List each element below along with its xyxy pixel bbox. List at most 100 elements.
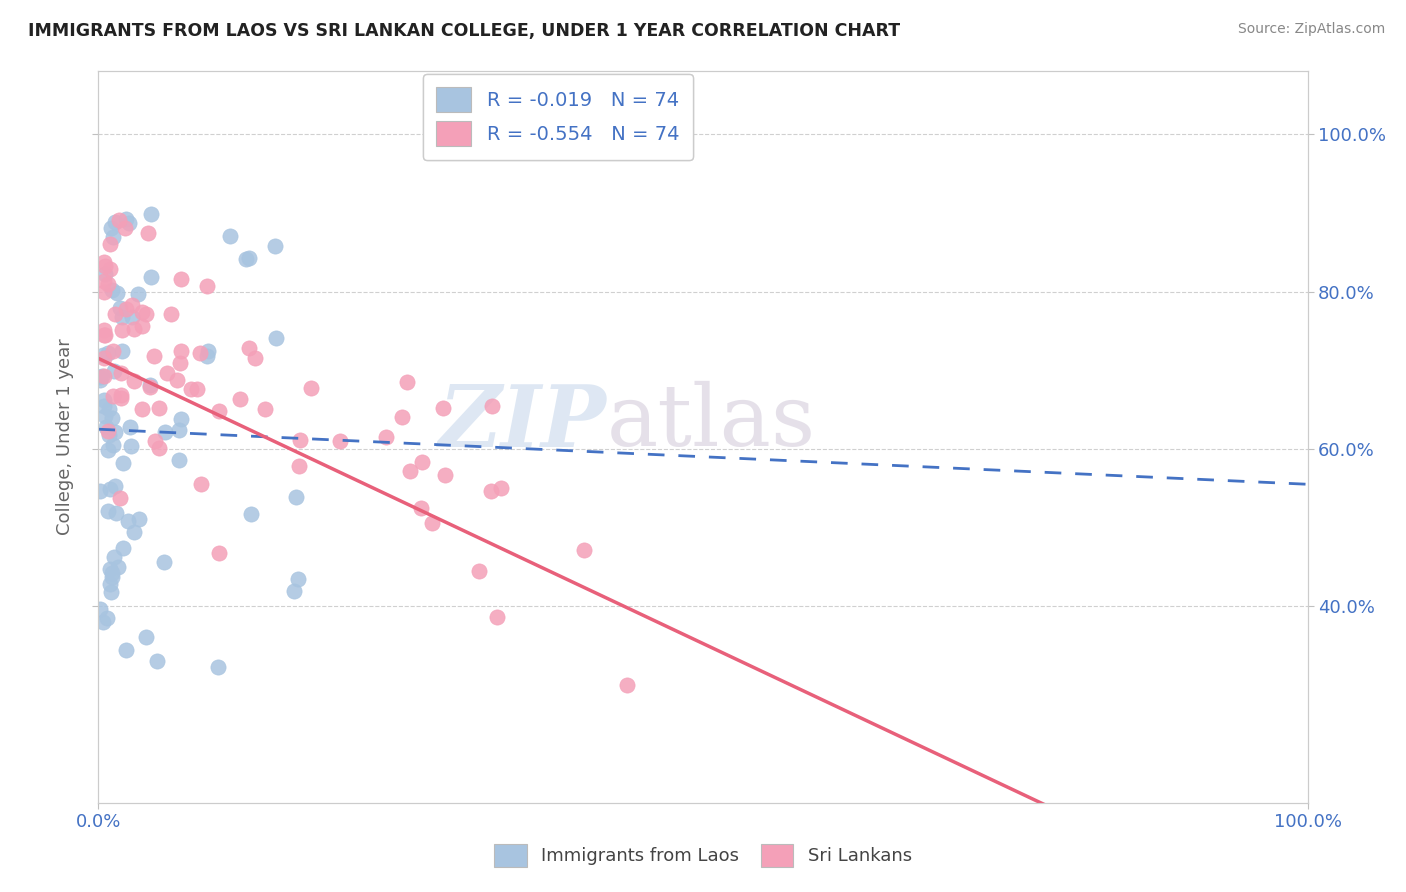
Point bbox=[112, 541, 135, 556]
Point bbox=[197, 343, 219, 358]
Text: ZIP: ZIP bbox=[439, 381, 606, 464]
Point bbox=[93, 285, 115, 299]
Point bbox=[93, 393, 115, 408]
Point bbox=[467, 564, 489, 578]
Point bbox=[94, 267, 117, 281]
Point bbox=[420, 516, 443, 530]
Point bbox=[94, 328, 117, 343]
Point bbox=[101, 229, 124, 244]
Point bbox=[208, 546, 231, 560]
Point bbox=[98, 562, 121, 576]
Point bbox=[243, 351, 266, 365]
Point bbox=[89, 369, 111, 384]
Point bbox=[115, 302, 138, 317]
Point bbox=[229, 392, 252, 406]
Point bbox=[110, 366, 132, 380]
Text: Source: ZipAtlas.com: Source: ZipAtlas.com bbox=[1237, 22, 1385, 37]
Point bbox=[375, 430, 398, 444]
Point bbox=[120, 420, 142, 434]
Point bbox=[93, 351, 115, 366]
Point bbox=[264, 239, 287, 253]
Point bbox=[115, 212, 138, 227]
Point bbox=[167, 424, 190, 438]
Point bbox=[89, 601, 111, 615]
Point bbox=[115, 643, 138, 657]
Y-axis label: College, Under 1 year: College, Under 1 year bbox=[56, 339, 75, 535]
Point bbox=[90, 368, 112, 383]
Point bbox=[103, 549, 125, 564]
Point bbox=[188, 346, 211, 360]
Point bbox=[288, 459, 311, 474]
Point bbox=[98, 237, 121, 252]
Point bbox=[167, 452, 190, 467]
Point bbox=[287, 572, 309, 586]
Point bbox=[122, 525, 145, 540]
Point bbox=[240, 507, 263, 521]
Point bbox=[481, 399, 503, 413]
Point bbox=[127, 287, 149, 301]
Point bbox=[96, 611, 118, 625]
Point bbox=[121, 310, 143, 325]
Point bbox=[97, 401, 120, 416]
Point bbox=[195, 279, 218, 293]
Point bbox=[186, 382, 208, 396]
Point bbox=[148, 441, 170, 455]
Point bbox=[101, 438, 124, 452]
Point bbox=[103, 425, 125, 439]
Point bbox=[97, 277, 120, 291]
Point bbox=[98, 482, 121, 496]
Point bbox=[485, 609, 508, 624]
Point bbox=[93, 323, 115, 337]
Point bbox=[100, 411, 122, 425]
Point bbox=[135, 630, 157, 644]
Point bbox=[284, 490, 307, 504]
Point bbox=[110, 392, 132, 406]
Point bbox=[138, 226, 160, 240]
Point bbox=[97, 346, 120, 360]
Point bbox=[399, 464, 422, 478]
Point bbox=[100, 585, 122, 599]
Point bbox=[143, 349, 166, 363]
Point bbox=[139, 380, 162, 394]
Point bbox=[160, 306, 183, 320]
Point bbox=[110, 491, 132, 505]
Point bbox=[170, 272, 193, 286]
Point bbox=[107, 560, 129, 574]
Point bbox=[121, 297, 143, 311]
Point bbox=[266, 331, 288, 345]
Point bbox=[148, 401, 170, 416]
Point bbox=[93, 328, 115, 343]
Point bbox=[104, 479, 127, 493]
Point bbox=[131, 305, 153, 319]
Point bbox=[103, 214, 125, 228]
Point bbox=[238, 251, 260, 265]
Point bbox=[97, 428, 120, 442]
Point bbox=[395, 376, 418, 390]
Point bbox=[94, 259, 117, 273]
Point bbox=[122, 374, 145, 388]
Point bbox=[103, 344, 125, 359]
Point bbox=[110, 301, 132, 315]
Point bbox=[100, 570, 122, 584]
Point bbox=[93, 273, 115, 287]
Point bbox=[97, 504, 120, 518]
Point bbox=[616, 677, 638, 691]
Point bbox=[180, 382, 202, 396]
Point bbox=[107, 213, 129, 227]
Point bbox=[301, 381, 323, 395]
Point bbox=[190, 476, 212, 491]
Point bbox=[489, 481, 512, 495]
Point bbox=[170, 344, 193, 359]
Point bbox=[170, 412, 193, 426]
Point bbox=[238, 342, 260, 356]
Point bbox=[195, 349, 218, 363]
Point bbox=[479, 483, 502, 498]
Point bbox=[111, 343, 134, 358]
Point bbox=[98, 262, 121, 277]
Point bbox=[89, 373, 111, 387]
Point bbox=[433, 468, 456, 483]
Point bbox=[94, 409, 117, 424]
Point bbox=[283, 583, 305, 598]
Point bbox=[207, 660, 229, 674]
Point bbox=[169, 356, 191, 370]
